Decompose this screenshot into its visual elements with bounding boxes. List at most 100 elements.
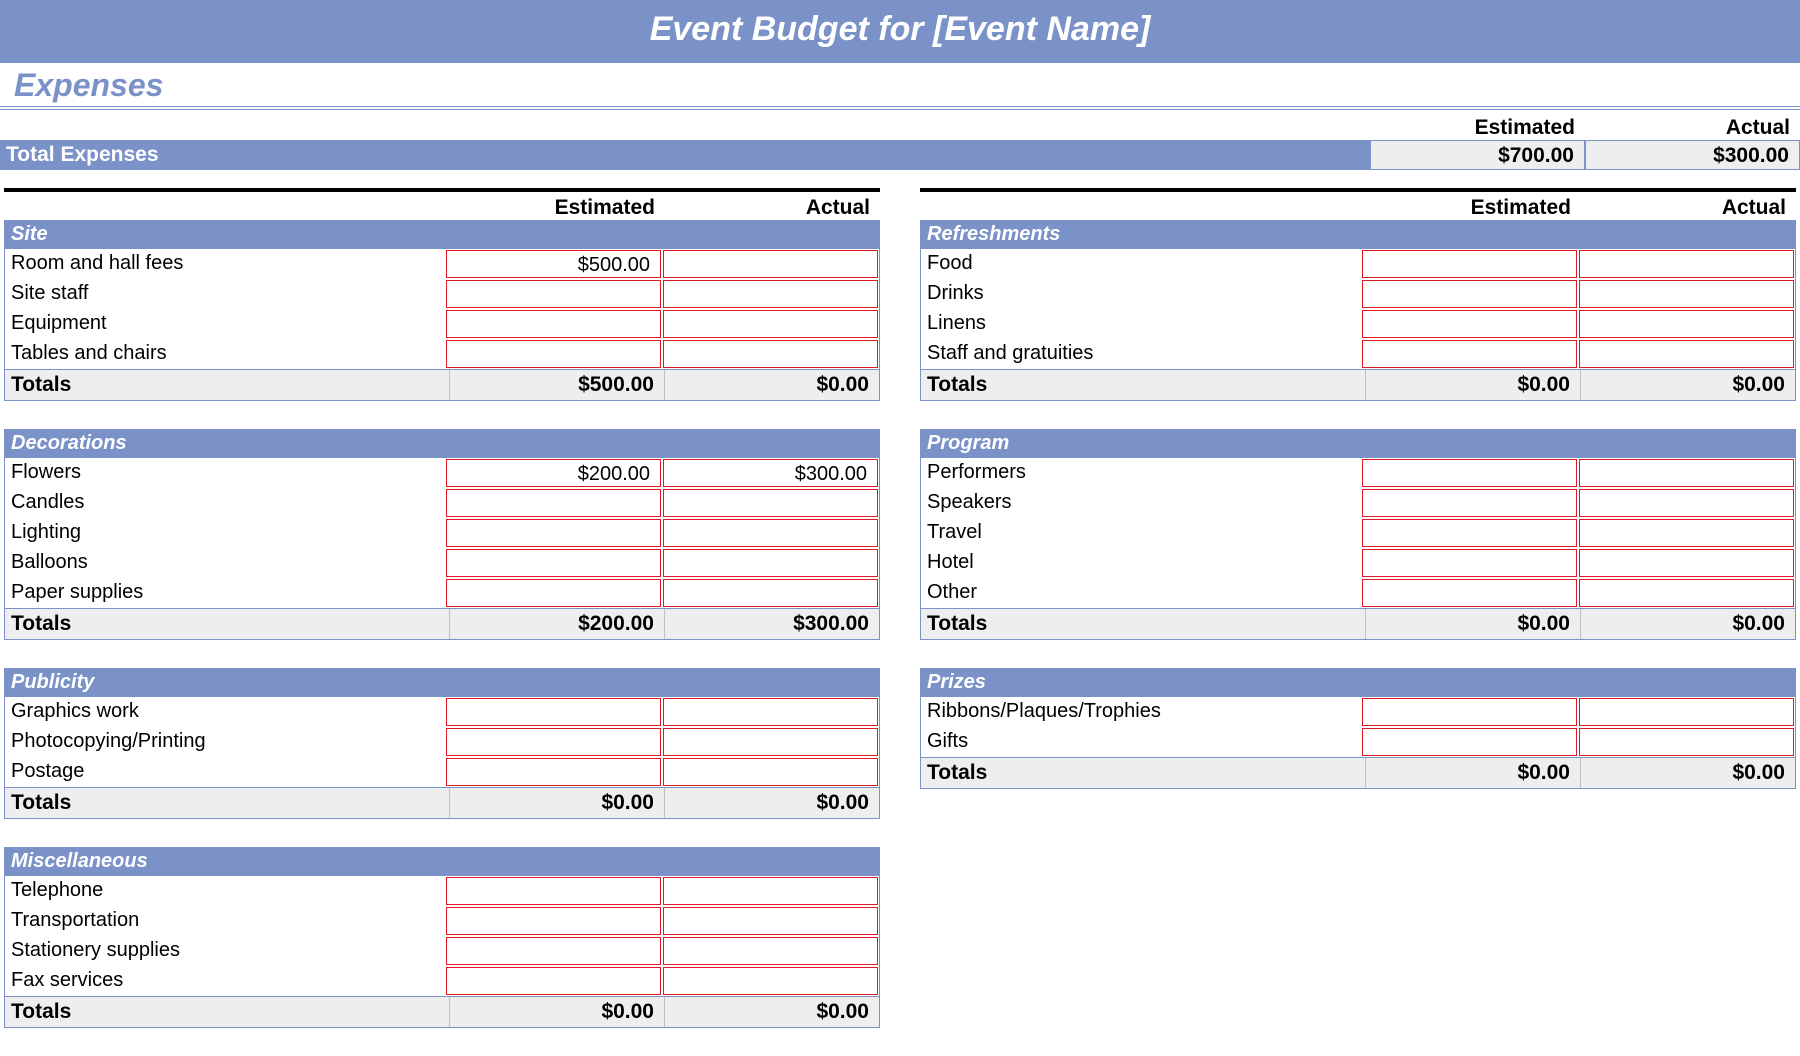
category-header: Site bbox=[4, 220, 880, 249]
estimated-cell[interactable] bbox=[1362, 549, 1577, 577]
actual-cell[interactable] bbox=[1579, 698, 1794, 726]
line-item-row: Tables and chairs bbox=[4, 339, 880, 369]
estimated-cell[interactable] bbox=[446, 907, 661, 935]
actual-cell[interactable] bbox=[663, 698, 878, 726]
estimated-cell[interactable] bbox=[446, 758, 661, 786]
line-item-label: Drinks bbox=[921, 279, 1361, 309]
estimated-cell[interactable] bbox=[446, 519, 661, 547]
line-item-label: Speakers bbox=[921, 488, 1361, 518]
category-header: Refreshments bbox=[920, 220, 1796, 249]
totals-estimated: $0.00 bbox=[1365, 609, 1580, 639]
line-item-label: Performers bbox=[921, 458, 1361, 488]
line-item-row: Graphics work bbox=[4, 697, 880, 727]
estimated-cell[interactable] bbox=[1362, 698, 1577, 726]
line-item-row: Transportation bbox=[4, 906, 880, 936]
actual-cell[interactable]: $300.00 bbox=[663, 459, 878, 487]
line-item-row: Equipment bbox=[4, 309, 880, 339]
actual-cell[interactable] bbox=[1579, 489, 1794, 517]
line-item-row: Balloons bbox=[4, 548, 880, 578]
total-expenses-label: Total Expenses bbox=[0, 140, 1370, 170]
estimated-cell[interactable] bbox=[446, 310, 661, 338]
actual-cell[interactable] bbox=[663, 310, 878, 338]
estimated-cell[interactable] bbox=[446, 698, 661, 726]
estimated-cell[interactable] bbox=[1362, 489, 1577, 517]
estimated-cell[interactable] bbox=[1362, 579, 1577, 607]
estimated-cell[interactable] bbox=[1362, 310, 1577, 338]
column-header: EstimatedActual bbox=[4, 188, 880, 220]
totals-estimated: $0.00 bbox=[1365, 758, 1580, 788]
category-header: Prizes bbox=[920, 668, 1796, 697]
actual-cell[interactable] bbox=[1579, 250, 1794, 278]
totals-label: Totals bbox=[5, 370, 449, 400]
estimated-cell[interactable] bbox=[446, 340, 661, 368]
actual-cell[interactable] bbox=[1579, 549, 1794, 577]
actual-cell[interactable] bbox=[663, 579, 878, 607]
estimated-cell[interactable] bbox=[446, 489, 661, 517]
estimated-cell[interactable] bbox=[1362, 459, 1577, 487]
actual-cell[interactable] bbox=[1579, 280, 1794, 308]
actual-cell[interactable] bbox=[663, 967, 878, 995]
category-totals-row: Totals$0.00$0.00 bbox=[920, 369, 1796, 401]
actual-cell[interactable] bbox=[663, 489, 878, 517]
actual-cell[interactable] bbox=[1579, 459, 1794, 487]
estimated-cell[interactable] bbox=[1362, 280, 1577, 308]
estimated-cell[interactable]: $500.00 bbox=[446, 250, 661, 278]
totals-estimated: $200.00 bbox=[449, 609, 664, 639]
actual-cell[interactable] bbox=[663, 728, 878, 756]
line-item-label: Photocopying/Printing bbox=[5, 727, 445, 757]
categories-grid: EstimatedActualSiteRoom and hall fees$50… bbox=[0, 188, 1800, 1056]
actual-cell[interactable] bbox=[663, 907, 878, 935]
actual-cell[interactable] bbox=[663, 877, 878, 905]
actual-cell[interactable] bbox=[1579, 579, 1794, 607]
line-item-label: Postage bbox=[5, 757, 445, 787]
actual-cell[interactable] bbox=[663, 280, 878, 308]
estimated-cell[interactable]: $200.00 bbox=[446, 459, 661, 487]
actual-cell[interactable] bbox=[663, 250, 878, 278]
estimated-cell[interactable] bbox=[446, 579, 661, 607]
actual-cell[interactable] bbox=[1579, 519, 1794, 547]
actual-cell[interactable] bbox=[1579, 728, 1794, 756]
category-table: EstimatedActualSiteRoom and hall fees$50… bbox=[4, 188, 880, 401]
line-item-label: Tables and chairs bbox=[5, 339, 445, 369]
totals-actual: $0.00 bbox=[664, 788, 879, 818]
estimated-cell[interactable] bbox=[446, 877, 661, 905]
line-item-row: Food bbox=[920, 249, 1796, 279]
category-table: PublicityGraphics workPhotocopying/Print… bbox=[4, 668, 880, 819]
line-item-label: Transportation bbox=[5, 906, 445, 936]
estimated-cell[interactable] bbox=[1362, 250, 1577, 278]
actual-cell[interactable] bbox=[663, 519, 878, 547]
actual-cell[interactable] bbox=[1579, 310, 1794, 338]
totals-estimated: $0.00 bbox=[449, 788, 664, 818]
actual-cell[interactable] bbox=[663, 937, 878, 965]
estimated-cell[interactable] bbox=[446, 549, 661, 577]
category-table: MiscellaneousTelephoneTransportationStat… bbox=[4, 847, 880, 1028]
category-totals-row: Totals$0.00$0.00 bbox=[920, 608, 1796, 640]
category-header: Miscellaneous bbox=[4, 847, 880, 876]
estimated-cell[interactable] bbox=[1362, 519, 1577, 547]
expenses-heading: Expenses bbox=[0, 63, 1800, 110]
category-totals-row: Totals$200.00$300.00 bbox=[4, 608, 880, 640]
category-totals-row: Totals$0.00$0.00 bbox=[920, 757, 1796, 789]
totals-label: Totals bbox=[5, 997, 449, 1027]
estimated-cell[interactable] bbox=[446, 728, 661, 756]
line-item-row: Telephone bbox=[4, 876, 880, 906]
actual-cell[interactable] bbox=[663, 758, 878, 786]
col-actual: Actual bbox=[1581, 192, 1796, 220]
estimated-cell[interactable] bbox=[446, 280, 661, 308]
estimated-cell[interactable] bbox=[1362, 340, 1577, 368]
totals-actual: $0.00 bbox=[1580, 758, 1795, 788]
actual-cell[interactable] bbox=[1579, 340, 1794, 368]
line-item-label: Equipment bbox=[5, 309, 445, 339]
category-totals-row: Totals$0.00$0.00 bbox=[4, 996, 880, 1028]
actual-cell[interactable] bbox=[663, 340, 878, 368]
line-item-row: Other bbox=[920, 578, 1796, 608]
estimated-cell[interactable] bbox=[446, 937, 661, 965]
totals-label: Totals bbox=[921, 758, 1365, 788]
line-item-row: Staff and gratuities bbox=[920, 339, 1796, 369]
estimated-cell[interactable] bbox=[1362, 728, 1577, 756]
line-item-label: Room and hall fees bbox=[5, 249, 445, 279]
actual-cell[interactable] bbox=[663, 549, 878, 577]
estimated-cell[interactable] bbox=[446, 967, 661, 995]
category-table: ProgramPerformersSpeakersTravelHotelOthe… bbox=[920, 429, 1796, 640]
summary-col-estimated: Estimated bbox=[1370, 116, 1585, 140]
